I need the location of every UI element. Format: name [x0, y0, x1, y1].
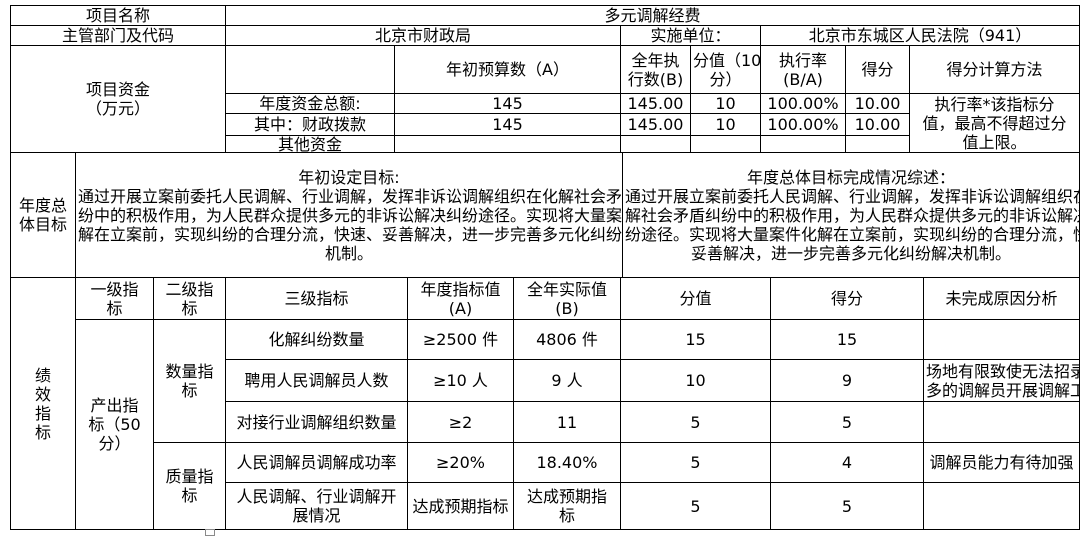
- funding-row-fiscal: 其中：财政拨款 145 145.00 10 100.00% 10.00: [11, 113, 1080, 136]
- header-score: 得分: [770, 277, 924, 320]
- goal-completion-summary-text: 年度总体目标完成情况综述： 通过开展立案前委托人民调解、行业调解，发挥非诉讼调解…: [622, 152, 1080, 278]
- funding-section-label: 项目资金 （万元）: [10, 45, 226, 153]
- funding-row-total-label: 年度资金总额:: [225, 93, 395, 114]
- department-value: 北京市财政局: [225, 25, 621, 46]
- indicator-actual: 4806 件: [513, 319, 621, 360]
- funding-col-header-score: 得分: [845, 45, 910, 94]
- project-name-row: 项目名称 多元调解经费: [10, 5, 1081, 26]
- indicator-actual: 达成预期指 标: [513, 482, 621, 530]
- header-target: 年度指标值 (A): [407, 277, 514, 320]
- indicator-value: 5: [620, 482, 771, 530]
- indicator-target: 达成预期指标: [407, 482, 514, 530]
- funding-other-executed: [620, 135, 691, 153]
- funding-col-header-rate: 执行率 (B/A): [760, 45, 846, 94]
- indicator-score: 4: [770, 442, 924, 483]
- annual-goals-section-label: 年度总 体目标: [10, 152, 76, 278]
- funding-fiscal-rate: 100.00%: [760, 113, 846, 136]
- funding-empty-header-cell: [225, 45, 395, 94]
- level2-quantity-label: 数量指 标: [153, 319, 226, 443]
- indicator-row-disputes: 产出指 标（50 分） 数量指 标 化解纠纷数量 ≥2500 件 4806 件 …: [11, 319, 1080, 530]
- indicator-value: 5: [620, 401, 771, 443]
- funding-total-rate: 100.00%: [760, 93, 846, 114]
- indicator-value: 5: [620, 442, 771, 483]
- indicator-name: 聘用人民调解员人数: [225, 359, 408, 402]
- funding-fiscal-score: 10.00: [845, 113, 910, 136]
- indicator-name: 化解纠纷数量: [225, 319, 408, 360]
- implementing-unit-label: 实施单位：: [620, 25, 761, 46]
- indicator-name: 人民调解、行业调解开 展情况: [225, 482, 408, 530]
- level2-quality-label: 质量指 标: [153, 442, 226, 530]
- funding-col-header-executed: 全年执 行数(B): [620, 45, 691, 94]
- department-label: 主管部门及代码: [10, 25, 226, 46]
- header-actual: 全年实际值 (B): [513, 277, 621, 320]
- funding-col-header-budget: 年初预算数（A）: [394, 45, 621, 94]
- funding-total-score: 10.00: [845, 93, 910, 114]
- funding-row-total: 年度资金总额: 145 145.00 10 100.00% 10.00 执行率*…: [11, 93, 1081, 153]
- project-name-value: 多元调解经费: [224, 5, 1081, 26]
- indicator-value: 10: [620, 359, 771, 402]
- project-info-table: 项目名称 多元调解经费 主管部门及代码 北京市财政局 实施单位： 北京市东城区人…: [10, 5, 1081, 153]
- funding-row-fiscal-label: 其中：财政拨款: [225, 113, 395, 136]
- initial-goal-text: 年初设定目标: 通过开展立案前委托人民调解、行业调解，发挥非诉讼调解组织在化解社…: [75, 152, 623, 278]
- indicators-header-row: 绩 效 指 标 一级指 标 二级指 标 三级指标 年度指标值 (A) 全年实际值…: [10, 277, 1080, 530]
- indicator-score: 5: [770, 401, 924, 443]
- indicator-row-success-rate: 质量指 标 人民调解员调解成功率 ≥20% 18.40% 5 4 调解员能力有待…: [11, 442, 1080, 530]
- funding-other-value: [690, 135, 761, 153]
- funding-total-budget: 145: [394, 93, 621, 114]
- funding-other-score: [845, 135, 910, 153]
- header-value: 分值: [620, 277, 771, 320]
- annual-goals-table: 年度总 体目标 年初设定目标: 通过开展立案前委托人民调解、行业调解，发挥非诉讼…: [10, 152, 1080, 278]
- indicator-name: 人民调解员调解成功率: [225, 442, 408, 483]
- indicator-reason: 场地有限致使无法招录更 多的调解员开展调解工作: [923, 359, 1080, 402]
- department-row: 主管部门及代码 北京市财政局 实施单位： 北京市东城区人民法院（941）: [10, 25, 1081, 46]
- funding-fiscal-value: 10: [690, 113, 761, 136]
- header-level1: 一级指 标: [75, 277, 154, 320]
- header-reason: 未完成原因分析: [923, 277, 1080, 320]
- indicator-reason: [923, 482, 1080, 530]
- performance-indicators-table: 绩 效 指 标 一级指 标 二级指 标 三级指标 年度指标值 (A) 全年实际值…: [10, 277, 1080, 530]
- funding-other-budget: [394, 135, 621, 153]
- funding-total-executed: 145.00: [620, 93, 691, 114]
- indicator-row-organizations: 对接行业调解组织数量 ≥2 11 5 5: [11, 401, 1080, 443]
- score-method-cell: 执行率*该指标分 值，最高不得超过分 值上限。: [908, 93, 1081, 153]
- funding-header-row: 项目资金 （万元） 年初预算数（A） 全年执 行数(B) 分值（10 分） 执行…: [10, 45, 1081, 153]
- indicator-reason: [923, 401, 1080, 443]
- report-table: 项目名称 多元调解经费 主管部门及代码 北京市财政局 实施单位： 北京市东城区人…: [10, 5, 1081, 530]
- indicator-target: ≥2500 件: [407, 319, 514, 360]
- funding-row-other-label: 其他资金: [225, 135, 395, 153]
- level1-output-indicator-label: 产出指 标（50 分）: [75, 319, 154, 530]
- implementing-unit-value: 北京市东城区人民法院（941）: [759, 25, 1081, 46]
- indicator-row-development: 人民调解、行业调解开 展情况 达成预期指标 达成预期指 标 5 5: [11, 482, 1080, 530]
- project-name-label: 项目名称: [10, 5, 226, 26]
- indicator-value: 15: [620, 319, 771, 360]
- funding-total-value: 10: [690, 93, 761, 114]
- funding-fiscal-executed: 145.00: [620, 113, 691, 136]
- header-level3: 三级指标: [225, 277, 408, 320]
- header-level2: 二级指 标: [153, 277, 226, 320]
- indicator-row-mediators: 聘用人民调解员人数 ≥10 人 9 人 10 9 场地有限致使无法招录更 多的调…: [11, 359, 1080, 402]
- indicator-target: ≥10 人: [407, 359, 514, 402]
- funding-other-rate: [760, 135, 846, 153]
- indicator-actual: 11: [513, 401, 621, 443]
- funding-col-header-value: 分值（10 分）: [690, 45, 761, 94]
- indicator-name: 对接行业调解组织数量: [225, 401, 408, 443]
- funding-fiscal-budget: 145: [394, 113, 621, 136]
- funding-row-other: 其他资金: [11, 135, 1080, 153]
- indicator-score: 15: [770, 319, 924, 360]
- object-anchor-artifact: [205, 529, 215, 536]
- indicator-actual: 9 人: [513, 359, 621, 402]
- indicator-target: ≥2: [407, 401, 514, 443]
- indicator-reason: 调解员能力有待加强: [923, 442, 1080, 483]
- indicator-actual: 18.40%: [513, 442, 621, 483]
- indicators-section-label: 绩 效 指 标: [10, 277, 76, 530]
- indicator-reason: [923, 319, 1080, 360]
- annual-goals-row: 年度总 体目标 年初设定目标: 通过开展立案前委托人民调解、行业调解，发挥非诉讼…: [10, 152, 1080, 278]
- funding-col-header-method: 得分计算方法: [908, 45, 1081, 94]
- indicator-score: 5: [770, 482, 924, 530]
- indicator-score: 9: [770, 359, 924, 402]
- indicator-target: ≥20%: [407, 442, 514, 483]
